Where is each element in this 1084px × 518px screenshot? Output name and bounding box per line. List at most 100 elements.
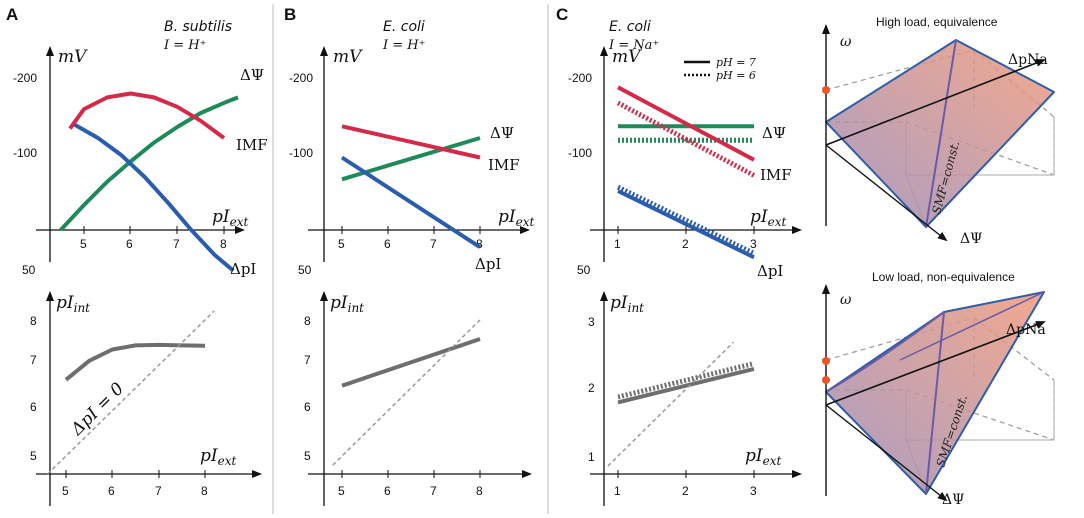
x-axis-label: pIext <box>750 207 786 229</box>
x-tick-label: 8 <box>220 237 227 251</box>
plane-edge <box>899 291 1045 361</box>
x-tick-label: 6 <box>384 237 391 251</box>
series-label-dpsi: ΔΨ <box>240 66 264 84</box>
x-tick-label: 8 <box>201 484 208 498</box>
x-tick-label: 2 <box>682 237 689 251</box>
x-tick-label: 7 <box>430 484 437 498</box>
identity-line <box>46 310 215 475</box>
series-pint <box>64 342 206 382</box>
y-tick-label: -100 <box>13 146 37 160</box>
diagram-title: High load, equivalence <box>876 15 998 29</box>
panel-b-organism: E. coli <box>383 19 425 35</box>
series-pint-line <box>341 337 481 388</box>
omega-label: ω <box>840 292 852 308</box>
series-pint-ph6-line <box>617 361 755 400</box>
x-tick-label: 2 <box>682 484 689 498</box>
y-tick-label: 7 <box>30 353 37 367</box>
y-axis-label: mV <box>333 47 363 67</box>
y-tick-label: 8 <box>30 314 37 328</box>
point-marker <box>822 376 830 384</box>
chart-a-bottom: pIint pIext 5 6 7 8 5 6 7 8 ΔpI = 0 <box>30 291 262 506</box>
dpna-label: ΔpNa <box>1008 52 1048 68</box>
legend: pH = 7 pH = 6 <box>684 56 756 82</box>
series-label-dpi: ΔpI <box>475 255 501 273</box>
y-tick-label: -200 <box>568 71 592 85</box>
series-dpi-ph7 <box>617 189 755 260</box>
series-dpi-ph6 <box>616 184 756 256</box>
point-marker <box>822 357 830 365</box>
chart-b-bottom: pIint 5 6 7 8 5 6 7 8 <box>304 291 532 506</box>
y-tick-label: -200 <box>289 71 313 85</box>
y-tick-label: 6 <box>30 400 37 414</box>
dpna-axis <box>825 59 1046 146</box>
dpna-axis <box>825 321 1046 406</box>
y-axis-label: pIint <box>610 293 644 315</box>
dpsi-label: ΔΨ <box>942 492 964 508</box>
y-tick-label: -200 <box>13 71 37 85</box>
x-tick-label: 7 <box>430 237 437 251</box>
y-axis-label: mV <box>612 47 642 67</box>
series-pint-ph6 <box>617 361 755 400</box>
y-axis-label: pIint <box>330 293 364 315</box>
x-tick-label: 5 <box>338 484 345 498</box>
dpsi-label: ΔΨ <box>960 231 982 247</box>
y-tick-label: 5 <box>30 449 37 463</box>
identity-line <box>607 341 735 467</box>
x-tick-label: 1 <box>614 237 621 251</box>
series-imf-ph6-line <box>616 100 756 178</box>
x-tick-label: 8 <box>476 237 483 251</box>
x-tick-label: 3 <box>750 484 757 498</box>
x-axis-label: pIext <box>745 446 781 468</box>
panel-c-organism: E. coli <box>609 19 651 35</box>
x-tick-label: 6 <box>108 484 115 498</box>
x-tick-label: 3 <box>750 237 757 251</box>
x-tick-label: 6 <box>384 484 391 498</box>
x-tick-label: 1 <box>614 484 621 498</box>
chart-c-bottom: pIint pIext 1 2 3 1 2 3 <box>588 291 802 506</box>
panel-a-organism: B. subtilis <box>164 19 232 35</box>
series-pint-ph7 <box>617 366 755 405</box>
x-tick-label: 5 <box>62 484 69 498</box>
dpna-label: ΔpNa <box>1006 322 1046 338</box>
series-imf-ph7 <box>617 85 755 162</box>
x-axis-label: pIext <box>200 446 236 468</box>
legend-solid-label: pH = 7 <box>716 56 756 69</box>
series-dpsi-line <box>59 95 239 232</box>
chart-c-top: mV pIext 1 2 3 -200 -100 50 pH = 7 pH = … <box>568 46 802 280</box>
series-dpi <box>73 122 235 273</box>
series-label-imf: IMF <box>760 166 792 184</box>
series-imf <box>341 124 481 160</box>
y-tick-label: 50 <box>22 263 36 277</box>
series-label-imf: IMF <box>488 156 520 174</box>
diagram-low-load: Low load, non-equivalence ω ΔpNa ΔΨ SMF=… <box>822 270 1055 508</box>
dpsi-axis <box>825 404 948 502</box>
diagram-high-load: High load, equivalence ω ΔpNa ΔΨ SMF=con… <box>822 15 1055 247</box>
series-identity <box>607 341 735 467</box>
series-label-dpi: ΔpI <box>230 260 256 278</box>
panel-letter-b: B <box>284 5 296 24</box>
x-tick-label: 5 <box>80 237 87 251</box>
series-dpi-line <box>340 155 482 249</box>
omega-label: ω <box>840 34 852 50</box>
y-axis-label: mV <box>58 47 88 67</box>
series-imf-line <box>341 124 481 160</box>
y-tick-label: 8 <box>304 314 311 328</box>
x-tick-label: 8 <box>476 484 483 498</box>
plane-curve <box>825 311 945 393</box>
dpsi-axis <box>825 144 948 242</box>
y-tick-label: 3 <box>588 315 595 329</box>
x-tick-label: 7 <box>173 237 180 251</box>
series-label-dpi: ΔpI <box>757 262 783 280</box>
y-tick-label: 5 <box>304 449 311 463</box>
x-axis-label: pIext <box>212 207 248 229</box>
y-tick-label: -100 <box>568 146 592 160</box>
y-tick-label: 50 <box>577 263 591 277</box>
x-tick-label: 6 <box>126 237 133 251</box>
x-tick-label: 7 <box>155 484 162 498</box>
series-pint-line <box>64 342 206 382</box>
series-dpi-line <box>73 122 235 273</box>
series-imf-line <box>68 91 226 140</box>
diagram-title: Low load, non-equivalence <box>872 270 1015 284</box>
series-dpi-ph6-line <box>616 184 756 256</box>
plane-diagonal <box>925 311 945 495</box>
